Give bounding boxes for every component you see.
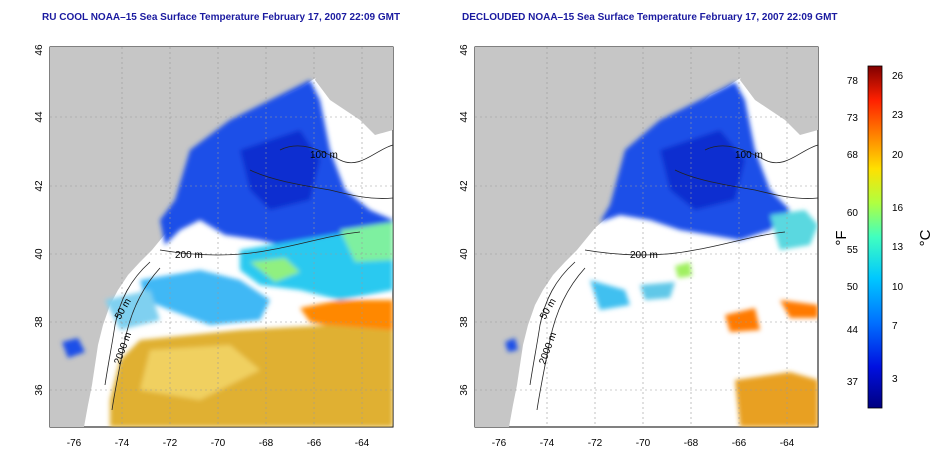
- land-mass: [50, 47, 393, 427]
- lon-label: -66: [307, 438, 322, 449]
- sst-field: [62, 80, 393, 427]
- lat-label: 36: [34, 384, 45, 396]
- lat-label: 44: [34, 111, 45, 123]
- c-tick: 10: [892, 282, 904, 293]
- fahrenheit-ticks: 78 73 68 60 55 50 44 37: [847, 76, 859, 388]
- lon-label: -64: [355, 438, 370, 449]
- left-gridlines: [50, 47, 393, 427]
- left-lat-axis: 36 38 40 42 44 46: [34, 44, 45, 396]
- right-lat-axis: 36 38 40 42 44 46: [459, 44, 470, 396]
- colorbar: 78 73 68 60 55 50 44 37 26 23 20 16 13 1…: [833, 65, 934, 409]
- left-lon-axis: -76 -74 -72 -70 -68 -66 -64: [67, 438, 370, 449]
- contour-label-200m: 200 m: [630, 250, 658, 261]
- c-tick: 20: [892, 150, 904, 161]
- lat-label: 42: [459, 180, 470, 192]
- c-tick: 7: [892, 321, 898, 332]
- sst-field: [505, 82, 818, 427]
- lon-label: -76: [492, 438, 507, 449]
- c-tick: 26: [892, 71, 904, 82]
- f-tick: 68: [847, 150, 859, 161]
- lon-label: -68: [684, 438, 699, 449]
- f-tick: 78: [847, 76, 859, 87]
- bathymetry-contours: [529, 144, 818, 411]
- contour-label-100m: 100 m: [310, 150, 338, 161]
- lon-label: -72: [588, 438, 603, 449]
- left-map: 100 m 200 m 50 m 2000 m 36 38 40 42 44 4…: [34, 44, 394, 449]
- lon-label: -66: [732, 438, 747, 449]
- lat-label: 46: [34, 44, 45, 56]
- c-tick: 3: [892, 374, 898, 385]
- c-tick: 16: [892, 203, 904, 214]
- f-tick: 55: [847, 245, 859, 256]
- bathymetry-contours: [104, 144, 393, 411]
- land-mass-east: [735, 47, 818, 135]
- celsius-ticks: 26 23 20 16 13 10 7 3: [892, 71, 904, 385]
- contour-label-100m: 100 m: [735, 150, 763, 161]
- f-tick: 60: [847, 208, 859, 219]
- land-mass-east: [310, 47, 393, 135]
- lon-label: -72: [163, 438, 178, 449]
- right-map: 100 m 200 m 50 m 2000 m 36 38 40 42 44 4…: [459, 44, 819, 449]
- right-lon-axis: -76 -74 -72 -70 -68 -66 -64: [492, 438, 795, 449]
- lat-label: 46: [459, 44, 470, 56]
- celsius-label: °C: [917, 229, 934, 246]
- lat-label: 36: [459, 384, 470, 396]
- lat-label: 38: [34, 316, 45, 328]
- lon-label: -74: [540, 438, 555, 449]
- right-map-title: DECLOUDED NOAA–15 Sea Surface Temperatur…: [462, 12, 838, 23]
- lon-label: -64: [780, 438, 795, 449]
- f-tick: 50: [847, 282, 859, 293]
- f-tick: 44: [847, 325, 859, 336]
- lat-label: 42: [34, 180, 45, 192]
- lat-label: 38: [459, 316, 470, 328]
- colorbar-gradient: [867, 65, 883, 409]
- c-tick: 13: [892, 242, 904, 253]
- contour-label-200m: 200 m: [175, 250, 203, 261]
- right-gridlines: [475, 47, 818, 427]
- f-tick: 73: [847, 113, 859, 124]
- lon-label: -70: [636, 438, 651, 449]
- lon-label: -70: [211, 438, 226, 449]
- lon-label: -74: [115, 438, 130, 449]
- left-map-title: RU COOL NOAA–15 Sea Surface Temperature …: [42, 12, 401, 23]
- lat-label: 40: [459, 248, 470, 260]
- lon-label: -76: [67, 438, 82, 449]
- lat-label: 40: [34, 248, 45, 260]
- lat-label: 44: [459, 111, 470, 123]
- f-tick: 37: [847, 377, 859, 388]
- c-tick: 23: [892, 110, 904, 121]
- land-mass: [475, 47, 818, 427]
- lon-label: -68: [259, 438, 274, 449]
- fahrenheit-label: °F: [833, 230, 850, 245]
